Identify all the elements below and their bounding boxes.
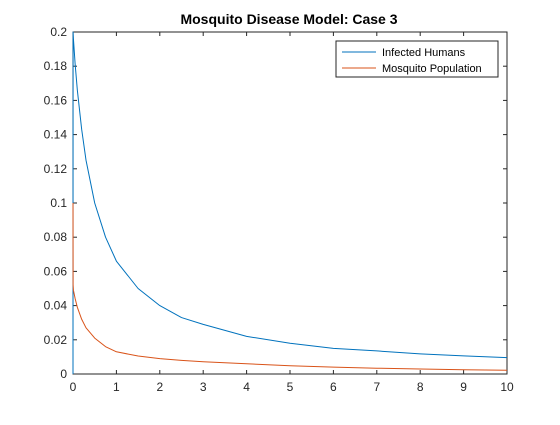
x-tick-label: 10 (500, 380, 514, 394)
x-tick-label: 2 (156, 380, 163, 394)
legend-label: Infected Humans (382, 47, 466, 59)
y-tick-label: 0.1 (50, 196, 67, 210)
series-group (72, 31, 508, 375)
legend-box (335, 40, 499, 78)
x-tick-label: 7 (373, 380, 380, 394)
axes-box (72, 31, 508, 375)
x-tick-label: 9 (460, 380, 467, 394)
legend: Infected Humans Mosquito Population (335, 40, 499, 78)
y-tick-label: 0.02 (44, 333, 68, 347)
series-line-mosquito-population (72, 202, 508, 371)
y-tick-label: 0.16 (44, 93, 68, 107)
y-tick-label: 0.06 (44, 264, 68, 278)
x-tick-label: 0 (70, 380, 77, 394)
legend-label: Mosquito Population (382, 63, 482, 75)
x-tick-label: 1 (113, 380, 120, 394)
x-axis: 0 1 2 3 4 5 6 7 8 9 10 (70, 32, 514, 394)
y-tick-label: 0.18 (44, 59, 68, 73)
y-tick-label: 0.08 (44, 230, 68, 244)
y-tick-label: 0.14 (44, 128, 68, 142)
plot-area: 0 1 2 3 4 5 6 7 8 9 10 0 0.02 0.04 0.06 0.08 0.1 0.12 0.1… (44, 25, 514, 394)
y-tick-label: 0.12 (44, 162, 68, 176)
x-tick-label: 5 (287, 380, 294, 394)
y-axis: 0 0.02 0.04 0.06 0.08 0.1 0.12 0.14 0.16 0.18 0.2 (44, 25, 507, 381)
x-tick-label: 8 (417, 380, 424, 394)
series-line-infected-humans (72, 31, 508, 375)
chart-title: Mosquito Disease Model: Case 3 (180, 11, 397, 27)
y-tick-label: 0 (60, 367, 67, 381)
x-tick-label: 3 (200, 380, 207, 394)
y-tick-label: 0.04 (44, 299, 68, 313)
x-tick-label: 4 (243, 380, 250, 394)
x-tick-label: 6 (330, 380, 337, 394)
y-tick-label: 0.2 (50, 25, 67, 39)
